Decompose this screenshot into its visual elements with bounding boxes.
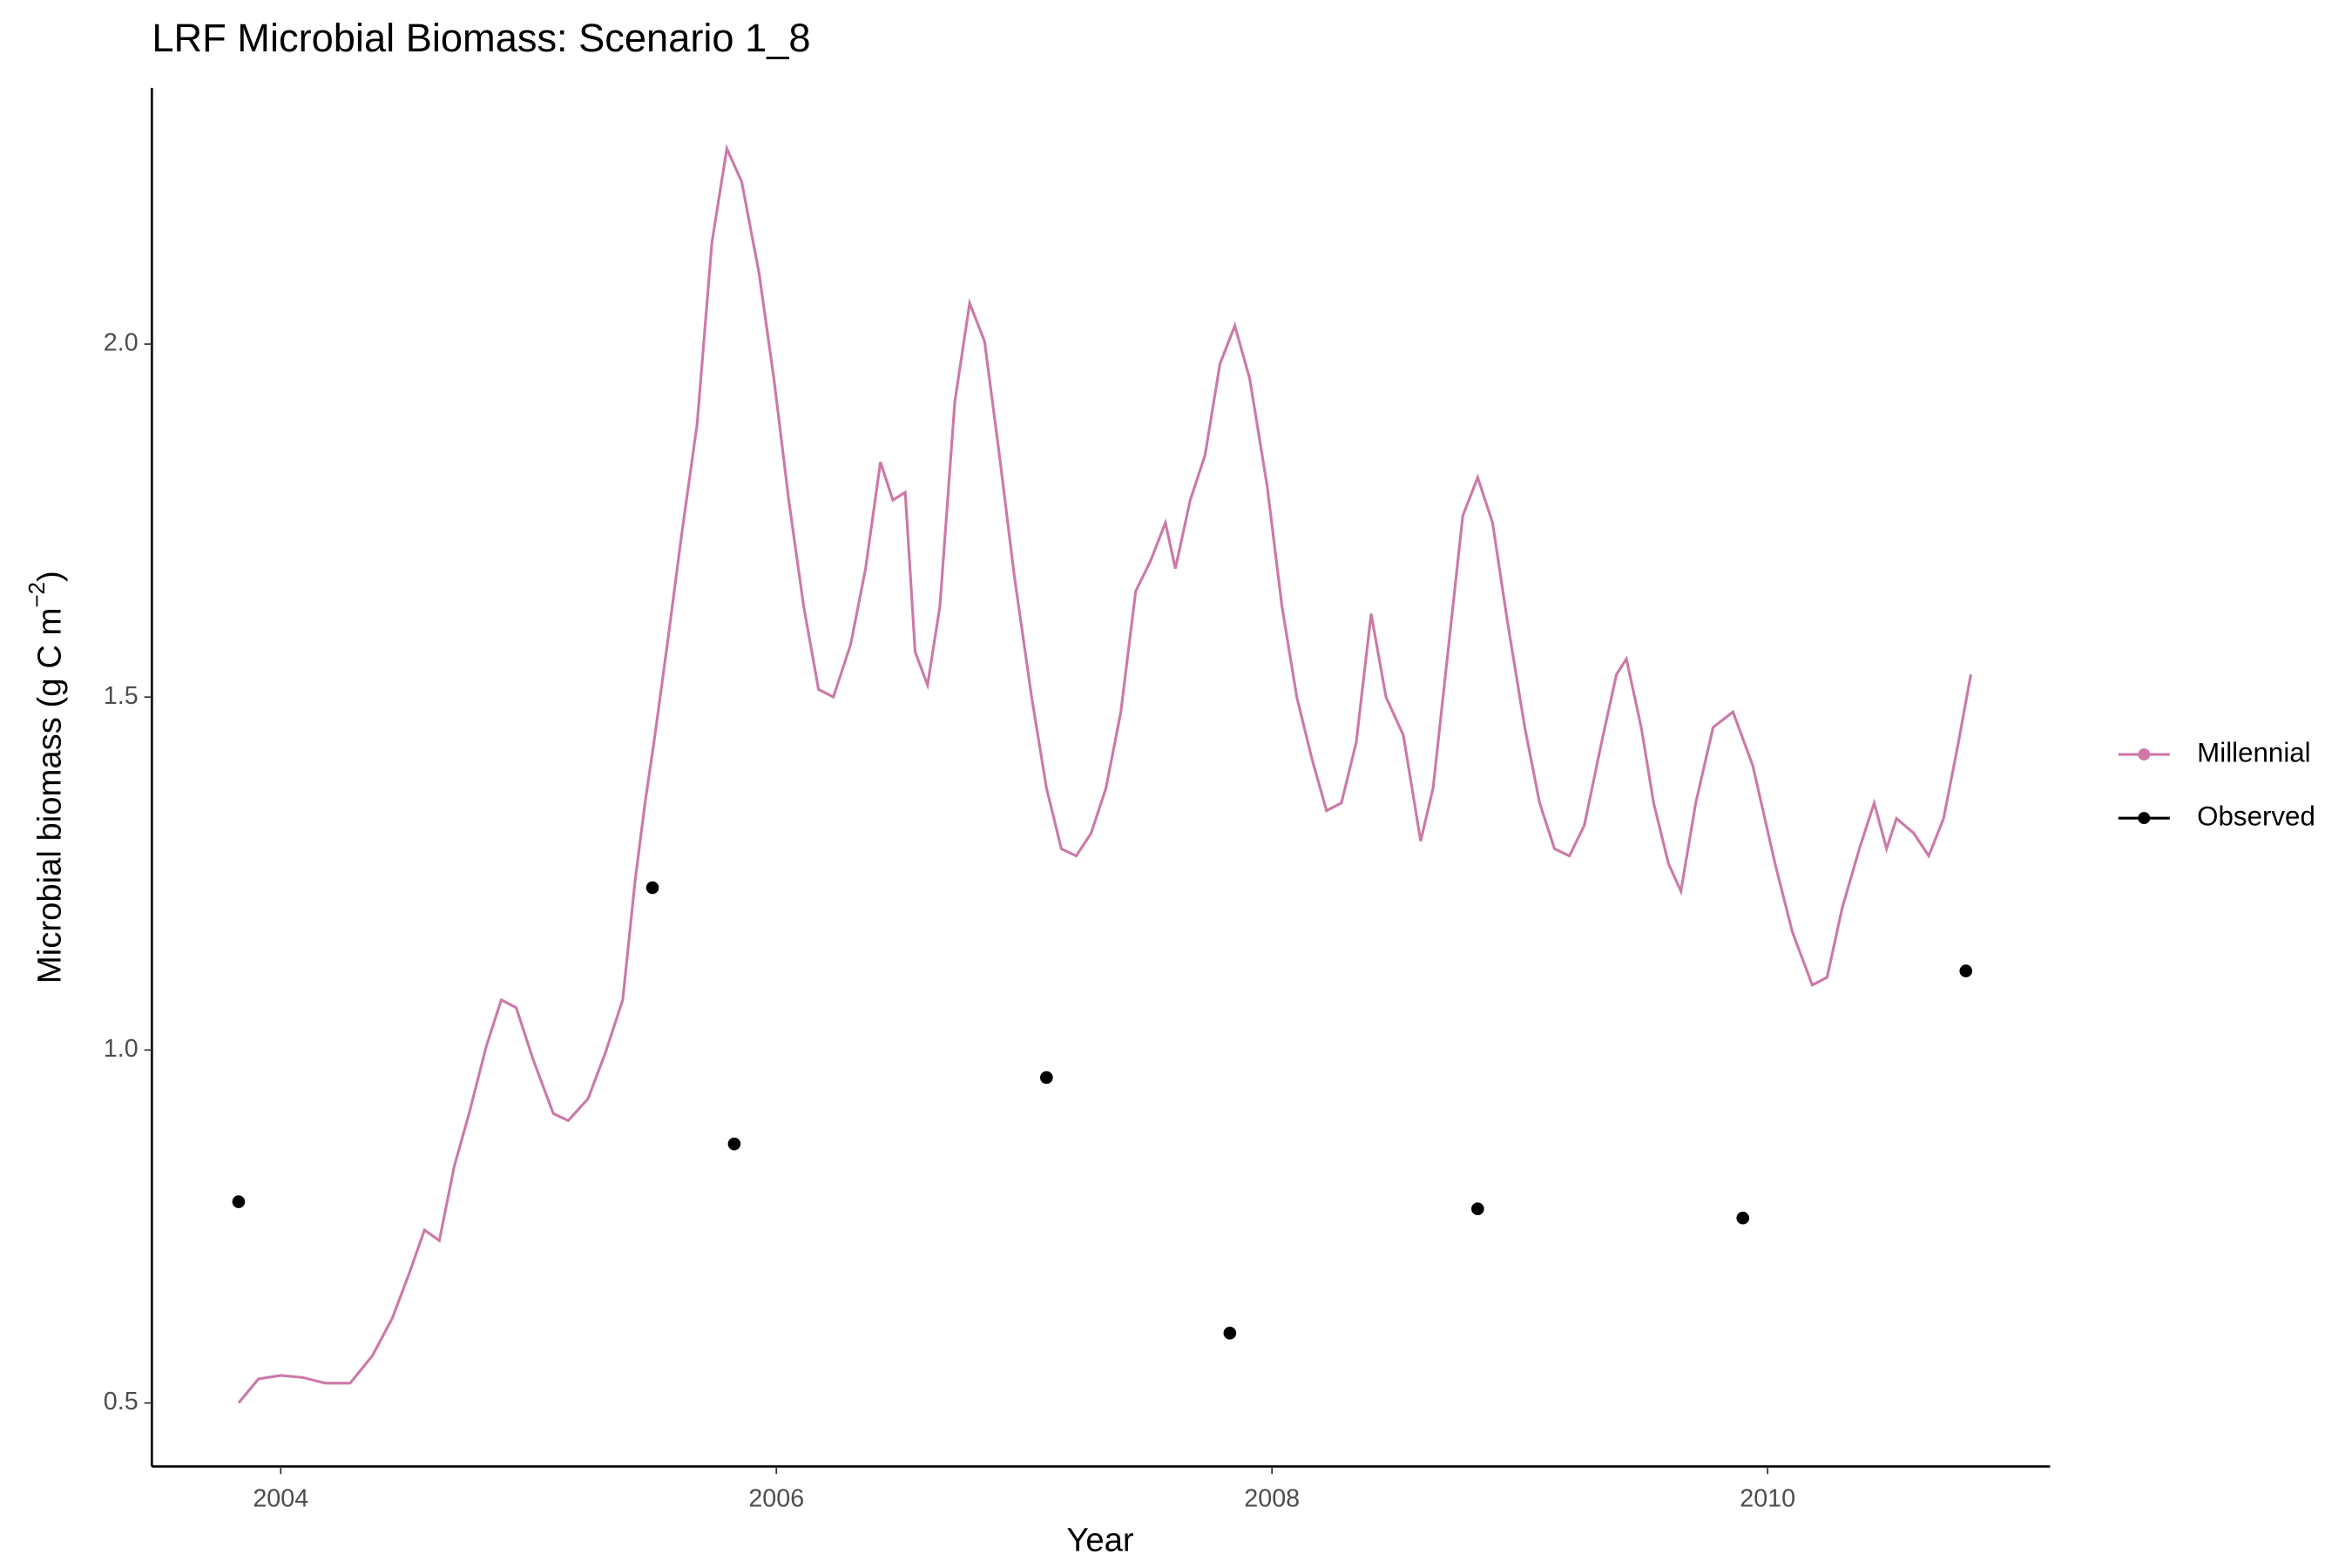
y-axis-title-superscript: −2 [24,582,50,608]
x-tick-label: 2004 [253,1484,308,1512]
data-point [1959,964,1973,977]
x-axis-title: Year [1066,1522,1134,1559]
legend-label: Observed [2197,801,2315,831]
y-axis-title-text: Microbial biomass (g C m [31,608,69,983]
x-tick-label: 2008 [1244,1484,1300,1512]
legend-marker [2138,812,2151,825]
data-point [727,1137,741,1151]
data-point [1223,1327,1237,1340]
x-tick-label: 2010 [1740,1484,1795,1512]
legend-label: Millennial [2197,737,2310,767]
series-line [237,144,1972,1404]
y-axis-title: Microbial biomass (g C m−2) [24,571,69,983]
data-point [1471,1202,1484,1216]
y-tick-label: 2.0 [104,329,139,357]
y-tick-label: 1.0 [104,1035,139,1063]
chart-title: LRF Microbial Biomass: Scenario 1_8 [152,16,810,60]
x-tick-label: 2006 [748,1484,804,1512]
legend-marker [2138,748,2151,761]
y-tick-label: 0.5 [104,1388,139,1416]
data-point [232,1195,246,1208]
y-tick-label: 1.5 [104,682,139,710]
data-point [1040,1071,1053,1085]
data-point [1736,1211,1750,1225]
y-axis-title-suffix: ) [31,571,69,582]
data-point [645,881,659,895]
